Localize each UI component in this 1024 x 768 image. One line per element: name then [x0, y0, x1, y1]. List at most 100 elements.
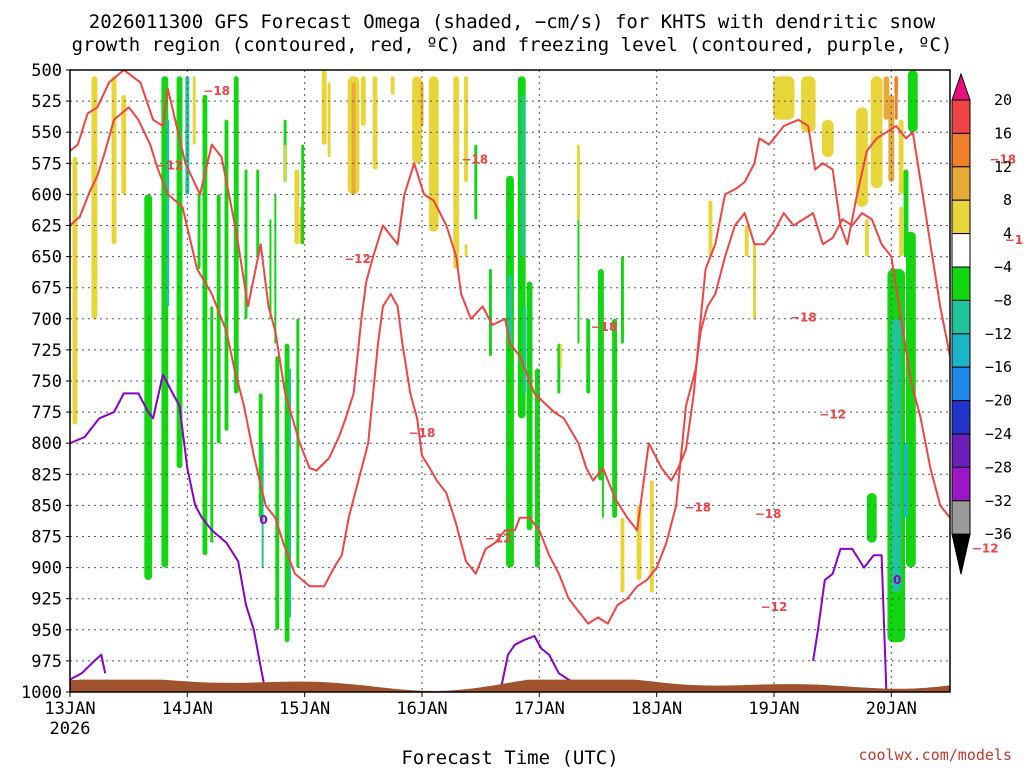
omega-cell [91, 76, 98, 319]
omega-cell [906, 231, 916, 568]
colorbar-label: 8 [1003, 191, 1012, 209]
y-tick-label: 1000 [21, 683, 62, 703]
omega-cell [888, 94, 895, 182]
y-tick-label: 525 [31, 92, 62, 112]
omega-cell [870, 76, 883, 189]
omega-cell [121, 94, 127, 195]
omega-cell [244, 169, 248, 319]
omega-cell [412, 76, 422, 164]
dsgz-contour-label: −12 [819, 407, 846, 421]
omega-cell [620, 256, 624, 344]
omega-cell [800, 76, 816, 133]
terrain-fill [70, 679, 950, 692]
omega-cell [176, 76, 183, 469]
colorbar-bin [951, 299, 971, 335]
colorbar-label: 12 [994, 158, 1012, 176]
colorbar-top-arrow [951, 72, 971, 101]
colorbar-bin [951, 433, 971, 468]
colorbar-bin [951, 333, 971, 368]
colorbar-bin [951, 132, 971, 168]
omega-cell [321, 70, 327, 145]
x-year-label: 2026 [50, 719, 91, 739]
omega-shading [72, 70, 918, 643]
omega-cell [899, 206, 904, 257]
omega-cell [197, 194, 201, 270]
y-tick-label: 500 [31, 61, 62, 81]
omega-cell [327, 82, 331, 158]
credit-link[interactable]: coolwx.com/models [858, 746, 1012, 764]
dsgz-contour-label: −18 [989, 152, 1016, 166]
x-tick-label: 19JAN [748, 699, 799, 719]
omega-cell [275, 356, 280, 630]
colorbar-label: −32 [985, 492, 1012, 510]
dsgz-contour-label: −18 [590, 320, 617, 334]
colorbar-label: −28 [985, 458, 1012, 476]
y-tick-label: 700 [31, 310, 62, 330]
omega-cell [390, 76, 395, 95]
colorbar-bin [951, 366, 971, 402]
omega-cell [620, 517, 625, 593]
y-tick-label: 950 [31, 621, 62, 641]
omega-cell [294, 169, 300, 245]
omega-cell [428, 76, 439, 232]
omega-cell [72, 157, 78, 425]
colorbar-label: −36 [985, 525, 1012, 543]
colorbar-bin [951, 266, 971, 301]
colorbar-label: −24 [985, 425, 1012, 443]
contours [70, 70, 950, 692]
omega-cell [864, 219, 869, 257]
colorbar-label: −8 [994, 291, 1012, 309]
y-tick-label: 600 [31, 185, 62, 205]
y-tick-label: 875 [31, 528, 62, 548]
omega-cell [256, 169, 260, 257]
colorbar-label: −12 [985, 325, 1012, 343]
grid-lines [70, 70, 950, 692]
omega-cell [526, 281, 533, 531]
y-tick-label: 775 [31, 403, 62, 423]
omega-cell [360, 76, 366, 126]
dsgz-contour-label: −18 [684, 501, 711, 515]
y-tick-label: 750 [31, 372, 62, 392]
y-tick-label: 625 [31, 217, 62, 237]
colorbar-label: −4 [994, 258, 1012, 276]
x-tick-label: 18JAN [631, 699, 682, 719]
omega-cell [559, 343, 562, 369]
omega-cell [557, 343, 561, 394]
omega-cell [508, 275, 512, 344]
colorbar-bin [951, 199, 971, 235]
omega-cell [144, 194, 153, 581]
omega-cell [821, 119, 834, 158]
y-tick-label: 925 [31, 590, 62, 610]
colorbar: 20 16 12 8 4 −4 −8 −12 −16 −20 −24 −28 −32 −36 [951, 72, 1012, 575]
omega-cell [420, 82, 424, 126]
omega-cell [894, 76, 898, 120]
colorbar-bin [951, 500, 971, 535]
omega-cell [216, 194, 221, 444]
omega-cell [586, 318, 591, 394]
omega-cell [904, 443, 908, 518]
omega-cell [453, 76, 460, 270]
y-tick-label: 800 [31, 434, 62, 454]
omega-cell [372, 76, 378, 170]
omega-cell [284, 144, 287, 182]
x-tick-label: 17JAN [514, 699, 565, 719]
omega-cell [520, 94, 525, 257]
omega-cell [598, 269, 604, 481]
omega-cell [576, 144, 580, 220]
x-axis-label: Forecast Time (UTC) [401, 747, 618, 768]
y-tick-label: 900 [31, 559, 62, 579]
colorbar-bin [951, 466, 971, 502]
dsgz-contour-label: −12 [972, 542, 999, 556]
freezing-level-line [70, 373, 267, 692]
omega-cell [269, 219, 272, 319]
omega-cell [752, 244, 756, 319]
colorbar-bottom-arrow [951, 533, 971, 575]
omega-cell [506, 175, 514, 568]
colorbar-label: 4 [1003, 225, 1012, 243]
omega-cell [523, 306, 527, 394]
omega-cell [883, 76, 890, 120]
x-tick-label: 14JAN [162, 699, 213, 719]
dsgz-contour-label: −12 [485, 532, 512, 546]
colorbar-label: −20 [985, 392, 1012, 410]
